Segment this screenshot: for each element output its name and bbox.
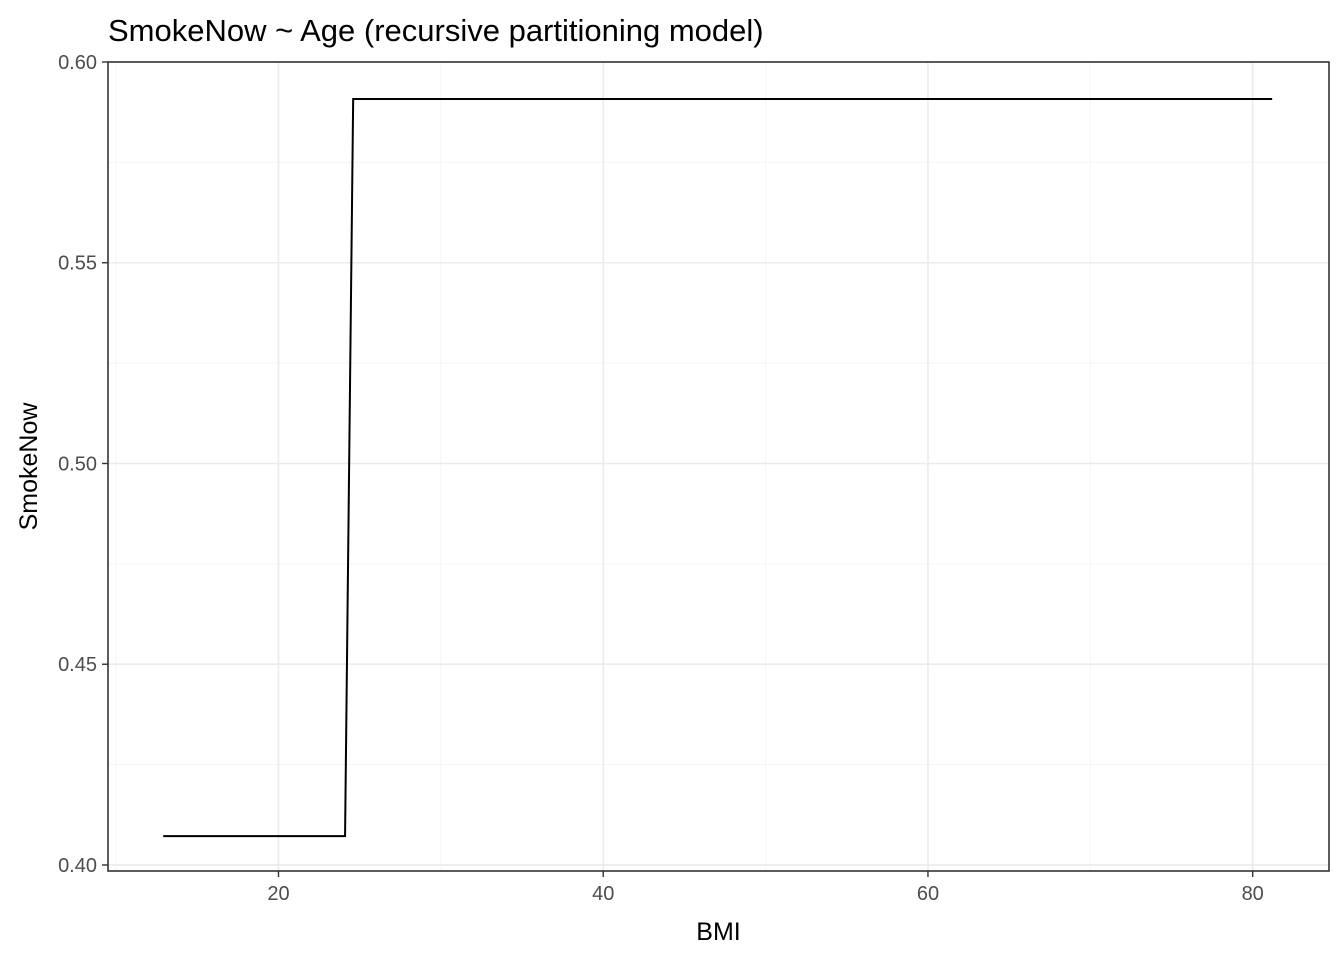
series-layer — [163, 97, 1273, 838]
x-axis: 20 40 60 80 — [267, 871, 1264, 905]
y-axis: 0.40 0.45 0.50 0.55 0.60 — [58, 52, 108, 877]
grid — [108, 61, 1329, 871]
y-tick-label: 0.45 — [58, 654, 97, 676]
y-tick-label: 0.55 — [58, 253, 97, 275]
y-axis-label: SmokeNow — [15, 402, 43, 531]
x-axis-label: BMI — [696, 918, 740, 946]
x-tick-label: 80 — [1242, 883, 1264, 905]
y-tick-label: 0.60 — [58, 52, 97, 74]
panel-border — [107, 61, 1330, 872]
x-tick-label: 60 — [917, 883, 939, 905]
x-tick-label: 40 — [592, 883, 614, 905]
x-tick-label: 20 — [267, 883, 289, 905]
y-tick-label: 0.40 — [58, 855, 97, 877]
chart-title: SmokeNow ~ Age (recursive partitioning m… — [108, 13, 764, 48]
y-tick-label: 0.50 — [58, 453, 97, 475]
series-line — [163, 97, 1273, 838]
